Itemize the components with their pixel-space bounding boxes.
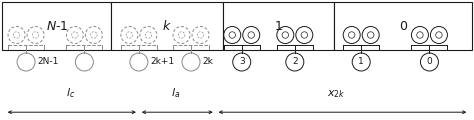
Text: $x_{2k}$: $x_{2k}$ — [327, 88, 346, 100]
Text: 1: 1 — [274, 20, 283, 33]
Text: $k$: $k$ — [162, 19, 172, 33]
FancyBboxPatch shape — [2, 2, 111, 50]
Text: $l_c$: $l_c$ — [65, 86, 75, 100]
Text: 2k+1: 2k+1 — [150, 57, 174, 66]
Text: 2N-1: 2N-1 — [37, 57, 58, 66]
FancyBboxPatch shape — [334, 2, 472, 50]
Text: 2k: 2k — [202, 57, 213, 66]
Text: 3: 3 — [239, 57, 245, 66]
FancyBboxPatch shape — [223, 2, 334, 50]
Text: 2: 2 — [292, 57, 298, 66]
Text: $N$-1: $N$-1 — [46, 20, 68, 33]
Text: $l_a$: $l_a$ — [171, 86, 180, 100]
Text: 0: 0 — [399, 20, 407, 33]
Text: 1: 1 — [358, 57, 364, 66]
FancyBboxPatch shape — [111, 2, 223, 50]
Text: 0: 0 — [427, 57, 432, 66]
